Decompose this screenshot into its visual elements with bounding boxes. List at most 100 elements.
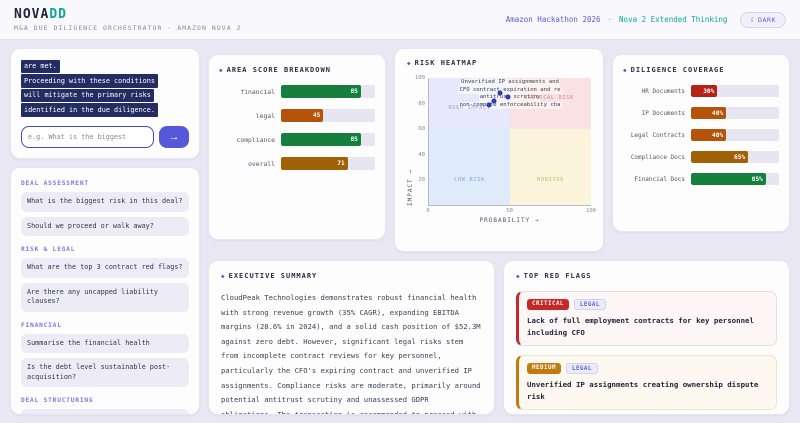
send-button[interactable]: → xyxy=(159,126,189,148)
red-flag-item: MEDIUM LEGAL Unverified IP assignments cre… xyxy=(516,355,777,410)
bar-row: Legal Contracts 40% xyxy=(623,129,779,141)
bar-fill: 85 xyxy=(281,85,361,98)
bar-row: legal 45 xyxy=(219,109,375,122)
bar-value: 71 xyxy=(337,160,345,167)
bar-fill: 65% xyxy=(691,151,749,163)
flag-badges: CRITICAL LEGAL xyxy=(527,299,768,310)
heatmap-yticks: 20 40 60 80 100 xyxy=(414,75,428,206)
bar-row: overall 71 xyxy=(219,157,375,170)
assistant-message-line: Proceeding with these conditions xyxy=(21,74,158,88)
bar-track: 65% xyxy=(691,151,779,163)
bar-fill: 85 xyxy=(281,133,361,146)
axis-tick-label: 100 xyxy=(414,75,425,81)
risk-point[interactable] xyxy=(486,102,492,108)
bar-track: 71 xyxy=(281,157,375,170)
chat-input[interactable] xyxy=(21,126,154,148)
separator-dot: · xyxy=(607,15,613,24)
bar-track: 30% xyxy=(691,85,779,97)
risk-point[interactable] xyxy=(505,94,511,100)
theme-toggle-button[interactable]: ☾ DARK xyxy=(740,11,786,28)
quadrant-low-risk xyxy=(429,128,510,205)
suggested-question-button[interactable]: What are the top 3 contract red flags? xyxy=(21,258,189,278)
diamond-icon: ◆ xyxy=(219,66,224,74)
bar-value: 40% xyxy=(712,109,724,117)
bar-value: 40% xyxy=(712,131,724,139)
red-flags-card-title: ◆ TOP RED FLAGS xyxy=(516,272,777,280)
heatmap-xticks: 0 50 100 xyxy=(426,206,596,215)
diamond-icon: ◆ xyxy=(221,272,226,280)
axis-tick-label: 80 xyxy=(418,100,425,107)
assistant-message-line: are met. xyxy=(21,59,60,73)
coverage-card-title: ◆ DILIGENCE COVERAGE xyxy=(623,66,779,74)
bottom-card-row: ◆ EXECUTIVE SUMMARY CloudPeak Technologi… xyxy=(208,260,790,415)
assistant-message-line: will mitigate the primary risks xyxy=(21,88,154,102)
flag-text: Unverified IP assignments creating owner… xyxy=(527,380,759,401)
suggested-question-button[interactable]: What is the biggest risk in this deal? xyxy=(21,192,189,212)
suggested-question-button[interactable]: What conditions should we attach? xyxy=(21,409,189,414)
app-logo: NOVADD xyxy=(14,7,242,22)
flag-badges: MEDIUM LEGAL xyxy=(527,363,768,374)
bar-fill: 71 xyxy=(281,157,348,170)
bar-label: Legal Contracts xyxy=(630,131,685,139)
axis-tick-label: 50 xyxy=(506,208,513,214)
executive-summary-text: CloudPeak Technologies demonstrates robu… xyxy=(221,293,481,415)
bar-label: HR Documents xyxy=(641,87,685,95)
axis-tick-label: 40 xyxy=(418,151,425,158)
chat-panel: are met. Proceeding with these conditions… xyxy=(10,48,200,159)
top-card-row: ◆ AREA SCORE BREAKDOWN financial 85 legal 4… xyxy=(208,48,790,252)
bar-fill: 85% xyxy=(691,173,766,185)
axis-tick-label: 20 xyxy=(418,177,425,184)
logo-accent: DD xyxy=(49,7,67,22)
bar-value: 85% xyxy=(751,175,763,183)
bar-label: Compliance Docs xyxy=(630,153,685,161)
heatmap-plot: Unverified IP assignments and CFO contrac… xyxy=(428,78,591,206)
axis-tick-label: 0 xyxy=(426,208,430,214)
logo-primary: NOVA xyxy=(14,7,50,22)
heatmap-body: IMPACT → 20 40 60 80 100 Unverified IP assig… xyxy=(407,75,596,224)
suggested-question-button[interactable]: Are there any uncapped liability clauses… xyxy=(21,282,189,312)
header: NOVADD M&A DUE DILIGENCE ORCHESTRATOR · … xyxy=(0,0,800,40)
bar-label: Financial Docs xyxy=(634,175,685,183)
main: ◆ AREA SCORE BREAKDOWN financial 85 legal 4… xyxy=(208,48,790,415)
bar-row: HR Documents 30% xyxy=(623,85,779,97)
coverage-title-text: DILIGENCE COVERAGE xyxy=(630,66,725,74)
bar-label: legal xyxy=(255,111,275,120)
bar-row: Financial Docs 85% xyxy=(623,173,779,185)
heatmap-xlabel: PROBABILITY → xyxy=(479,217,540,224)
bar-fill: 30% xyxy=(691,85,718,97)
quadrant-label: CRITICAL RISK xyxy=(523,95,574,102)
risk-point-label: CFO contract expiration and re xyxy=(458,86,562,95)
header-meta: Amazon Hackathon 2026 · Nova 2 Extended … xyxy=(506,11,786,28)
axis-tick-label: 100 xyxy=(585,208,597,214)
bar-track: 40% xyxy=(691,107,779,119)
chat-input-row: → xyxy=(21,126,189,148)
bar-label: overall xyxy=(248,159,275,168)
risk-heatmap-card-title: ◆ RISK HEATMAP xyxy=(407,59,591,67)
diamond-icon: ◆ xyxy=(516,272,521,280)
assistant-message: are met. Proceeding with these conditions… xyxy=(21,59,189,117)
executive-summary-title-text: EXECUTIVE SUMMARY xyxy=(228,272,318,280)
risk-point[interactable] xyxy=(491,98,497,104)
axis-tick-label: 60 xyxy=(418,126,425,133)
bar-fill: 40% xyxy=(691,107,727,119)
question-section-title: DEAL STRUCTURING xyxy=(21,397,94,404)
question-section-title: FINANCIAL xyxy=(21,321,62,329)
heatmap-plot-column: Unverified IP assignments and CFO contrac… xyxy=(426,78,596,224)
suggested-question-button[interactable]: Is the debt level sustainable post-acqui… xyxy=(21,358,189,387)
suggested-question-button[interactable]: Should we proceed or walk away? xyxy=(21,216,189,236)
red-flags-card: ◆ TOP RED FLAGS CRITICAL LEGAL Lack of ful… xyxy=(503,260,790,415)
bar-value: 85 xyxy=(350,88,358,95)
quadrant-monitor xyxy=(510,128,591,205)
app-tagline: M&A DUE DILIGENCE ORCHESTRATOR · AMAZON … xyxy=(14,24,242,32)
diamond-icon: ◆ xyxy=(407,59,412,67)
suggested-question-button[interactable]: Summarise the financial health xyxy=(21,333,189,353)
quadrant-label: HIGH IMPACT xyxy=(448,105,491,112)
risk-point[interactable] xyxy=(497,90,503,96)
executive-summary-card: ◆ EXECUTIVE SUMMARY CloudPeak Technologi… xyxy=(208,260,495,415)
risk-point-label: non-compete enforceability cha xyxy=(458,101,562,110)
bar-value: 30% xyxy=(703,87,715,95)
bar-label: financial xyxy=(240,87,275,96)
risk-heatmap-title-text: RISK HEATMAP xyxy=(414,59,478,67)
area-score-card: ◆ AREA SCORE BREAKDOWN financial 85 legal 4… xyxy=(208,54,386,240)
model-label: Nova 2 Extended Thinking xyxy=(619,15,728,24)
